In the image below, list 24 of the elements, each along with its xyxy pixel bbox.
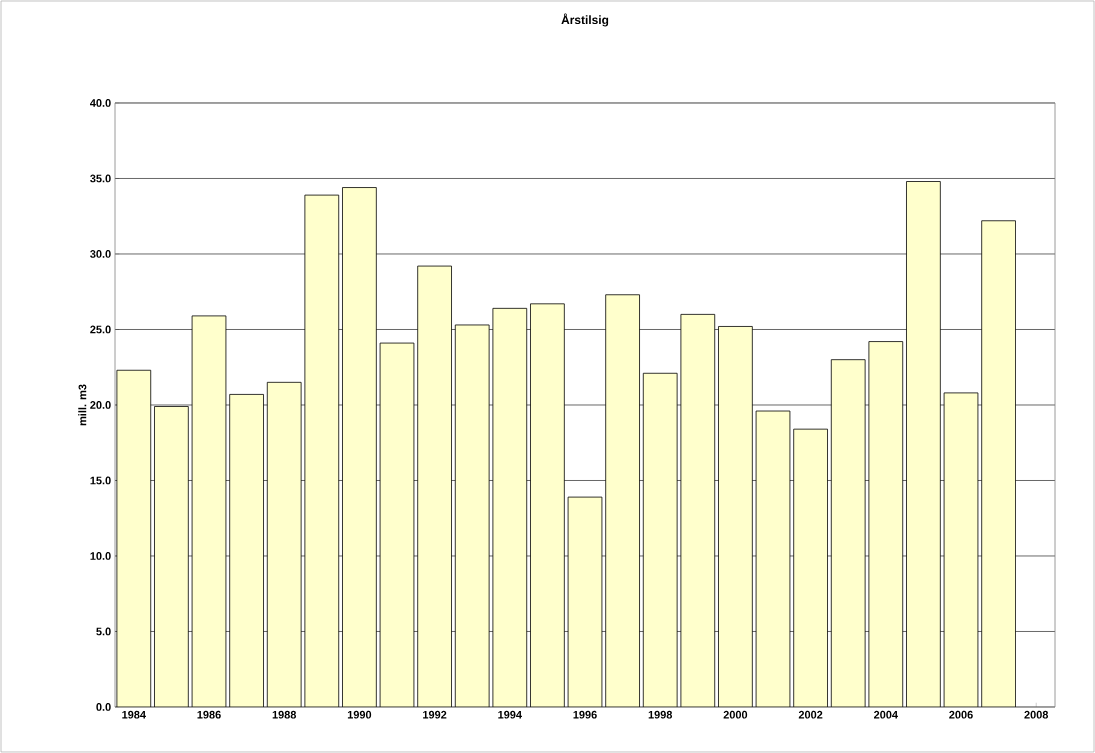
x-tick-label: 2000 bbox=[723, 710, 748, 719]
chart-title: Årstilsig bbox=[561, 13, 609, 27]
x-tick-label: 1988 bbox=[272, 710, 297, 719]
y-tick-label: 40.0 bbox=[90, 99, 111, 107]
y-tick-label: 25.0 bbox=[90, 325, 111, 334]
x-tick-label: 1994 bbox=[498, 710, 522, 719]
x-tick-label: 1984 bbox=[122, 710, 146, 719]
x-tick-label: 2008 bbox=[1024, 710, 1049, 719]
x-tick-label: 1992 bbox=[423, 710, 447, 719]
x-tick-label: 2006 bbox=[949, 710, 973, 719]
x-tick-label: 1990 bbox=[347, 710, 372, 719]
x-tick-label: 2004 bbox=[874, 710, 898, 719]
y-tick-label: 20.0 bbox=[90, 401, 111, 409]
y-axis-title: mill. m3 bbox=[78, 384, 87, 426]
x-tick-label: 1996 bbox=[573, 710, 597, 719]
x-tick-label: 1986 bbox=[197, 710, 221, 719]
y-tick-label: 35.0 bbox=[90, 174, 111, 183]
y-tick-label: 0.0 bbox=[96, 703, 111, 711]
y-tick-label: 10.0 bbox=[90, 552, 111, 560]
y-tick-label: 5.0 bbox=[96, 627, 111, 636]
x-tick-label: 1998 bbox=[648, 710, 673, 719]
y-tick-label: 15.0 bbox=[90, 476, 111, 485]
x-tick-label: 2002 bbox=[798, 710, 823, 719]
y-tick-label: 30.0 bbox=[90, 250, 111, 258]
